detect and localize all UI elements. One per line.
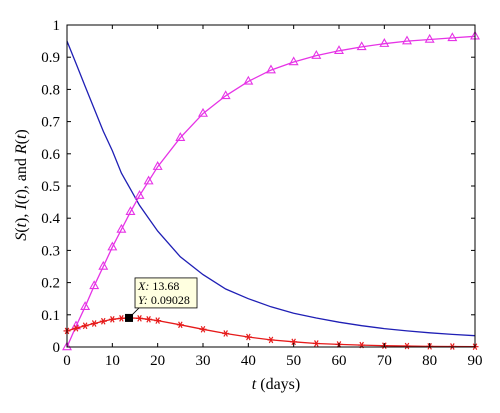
series-R-point [424, 33, 435, 43]
data-tip-marker [125, 313, 134, 322]
series-I-point [81, 322, 89, 330]
data-tip-x: X: 13.68 [137, 279, 179, 293]
y-tick-label: 0.5 [41, 179, 60, 195]
series-R-point [80, 301, 91, 311]
series-R-point [266, 64, 276, 74]
x-tick-label: 40 [241, 353, 256, 369]
series-R-point [447, 32, 458, 42]
series-I-point [117, 315, 125, 322]
y-tick-label: 0.4 [41, 211, 60, 227]
y-tick-label: 0.8 [41, 82, 60, 98]
x-axis-variable: t [252, 376, 257, 393]
y-tick-label: 1 [53, 18, 61, 34]
series-I-point [176, 321, 184, 329]
x-tick-label: 90 [468, 353, 483, 369]
y-axis-title: S(t), I(t), and R(t) [13, 129, 30, 241]
x-tick-label: 60 [332, 353, 347, 369]
x-tick-label: 0 [63, 353, 71, 369]
y-tick-label: 0 [53, 340, 61, 356]
series-R-point [334, 45, 344, 55]
series-I-point [72, 324, 80, 332]
series-R-point [220, 90, 231, 100]
series-I-point [267, 336, 275, 344]
y-tick-label: 0.3 [41, 243, 60, 259]
x-tick-label: 20 [150, 353, 165, 369]
x-tick-label: 10 [105, 353, 120, 369]
series-S-line [66, 40, 476, 337]
y-tick-label: 0.1 [41, 308, 60, 324]
series-R-point [356, 41, 367, 51]
series-I-point [312, 340, 320, 347]
y-tick-label: 0.2 [41, 276, 60, 292]
series-I-point [222, 330, 230, 337]
series-R-point [379, 38, 390, 47]
series-R-point [198, 107, 208, 117]
y-tick-label: 0.6 [41, 147, 60, 163]
series-R-point [243, 75, 254, 85]
series-R-line [66, 35, 476, 348]
series-I-point [136, 315, 144, 322]
series-R-point [311, 49, 322, 59]
x-tick-label: 70 [377, 353, 392, 369]
data-tip[interactable]: X: 13.68 Y: 0.09028 [125, 277, 198, 322]
series-R-point [175, 132, 186, 141]
x-tick-label: 50 [286, 353, 301, 369]
series-I-point [403, 342, 411, 350]
series-I-line [66, 317, 476, 348]
y-tick-label: 0.9 [41, 50, 60, 66]
series-R-point [152, 161, 163, 170]
series-R-point [116, 223, 127, 233]
series-R-point [62, 341, 72, 351]
series-R-point [402, 35, 412, 45]
x-axis-title: t (days) [252, 376, 300, 393]
series-R-point [143, 175, 154, 185]
x-axis-unit: (days) [260, 376, 300, 393]
x-tick-label: 30 [196, 353, 211, 369]
series-I-point [199, 325, 207, 333]
series-R-point [98, 260, 109, 270]
series-R-point [125, 206, 136, 216]
y-tick-label: 0.7 [41, 115, 60, 131]
data-tip-y: Y: 0.09028 [138, 293, 190, 307]
series-I-point [290, 338, 298, 346]
series-R-point [134, 190, 145, 199]
data-tip-box [134, 277, 198, 309]
series-R-point [288, 56, 299, 66]
series-I-point [154, 317, 162, 324]
series-I-point [99, 317, 107, 325]
x-tick-label: 80 [422, 353, 437, 369]
series-I-point [244, 333, 252, 341]
series-R-point [89, 280, 100, 290]
series-I-point [145, 315, 153, 323]
series-I-point [108, 315, 116, 323]
series-R-point [107, 241, 118, 251]
series-I-point [90, 320, 98, 327]
